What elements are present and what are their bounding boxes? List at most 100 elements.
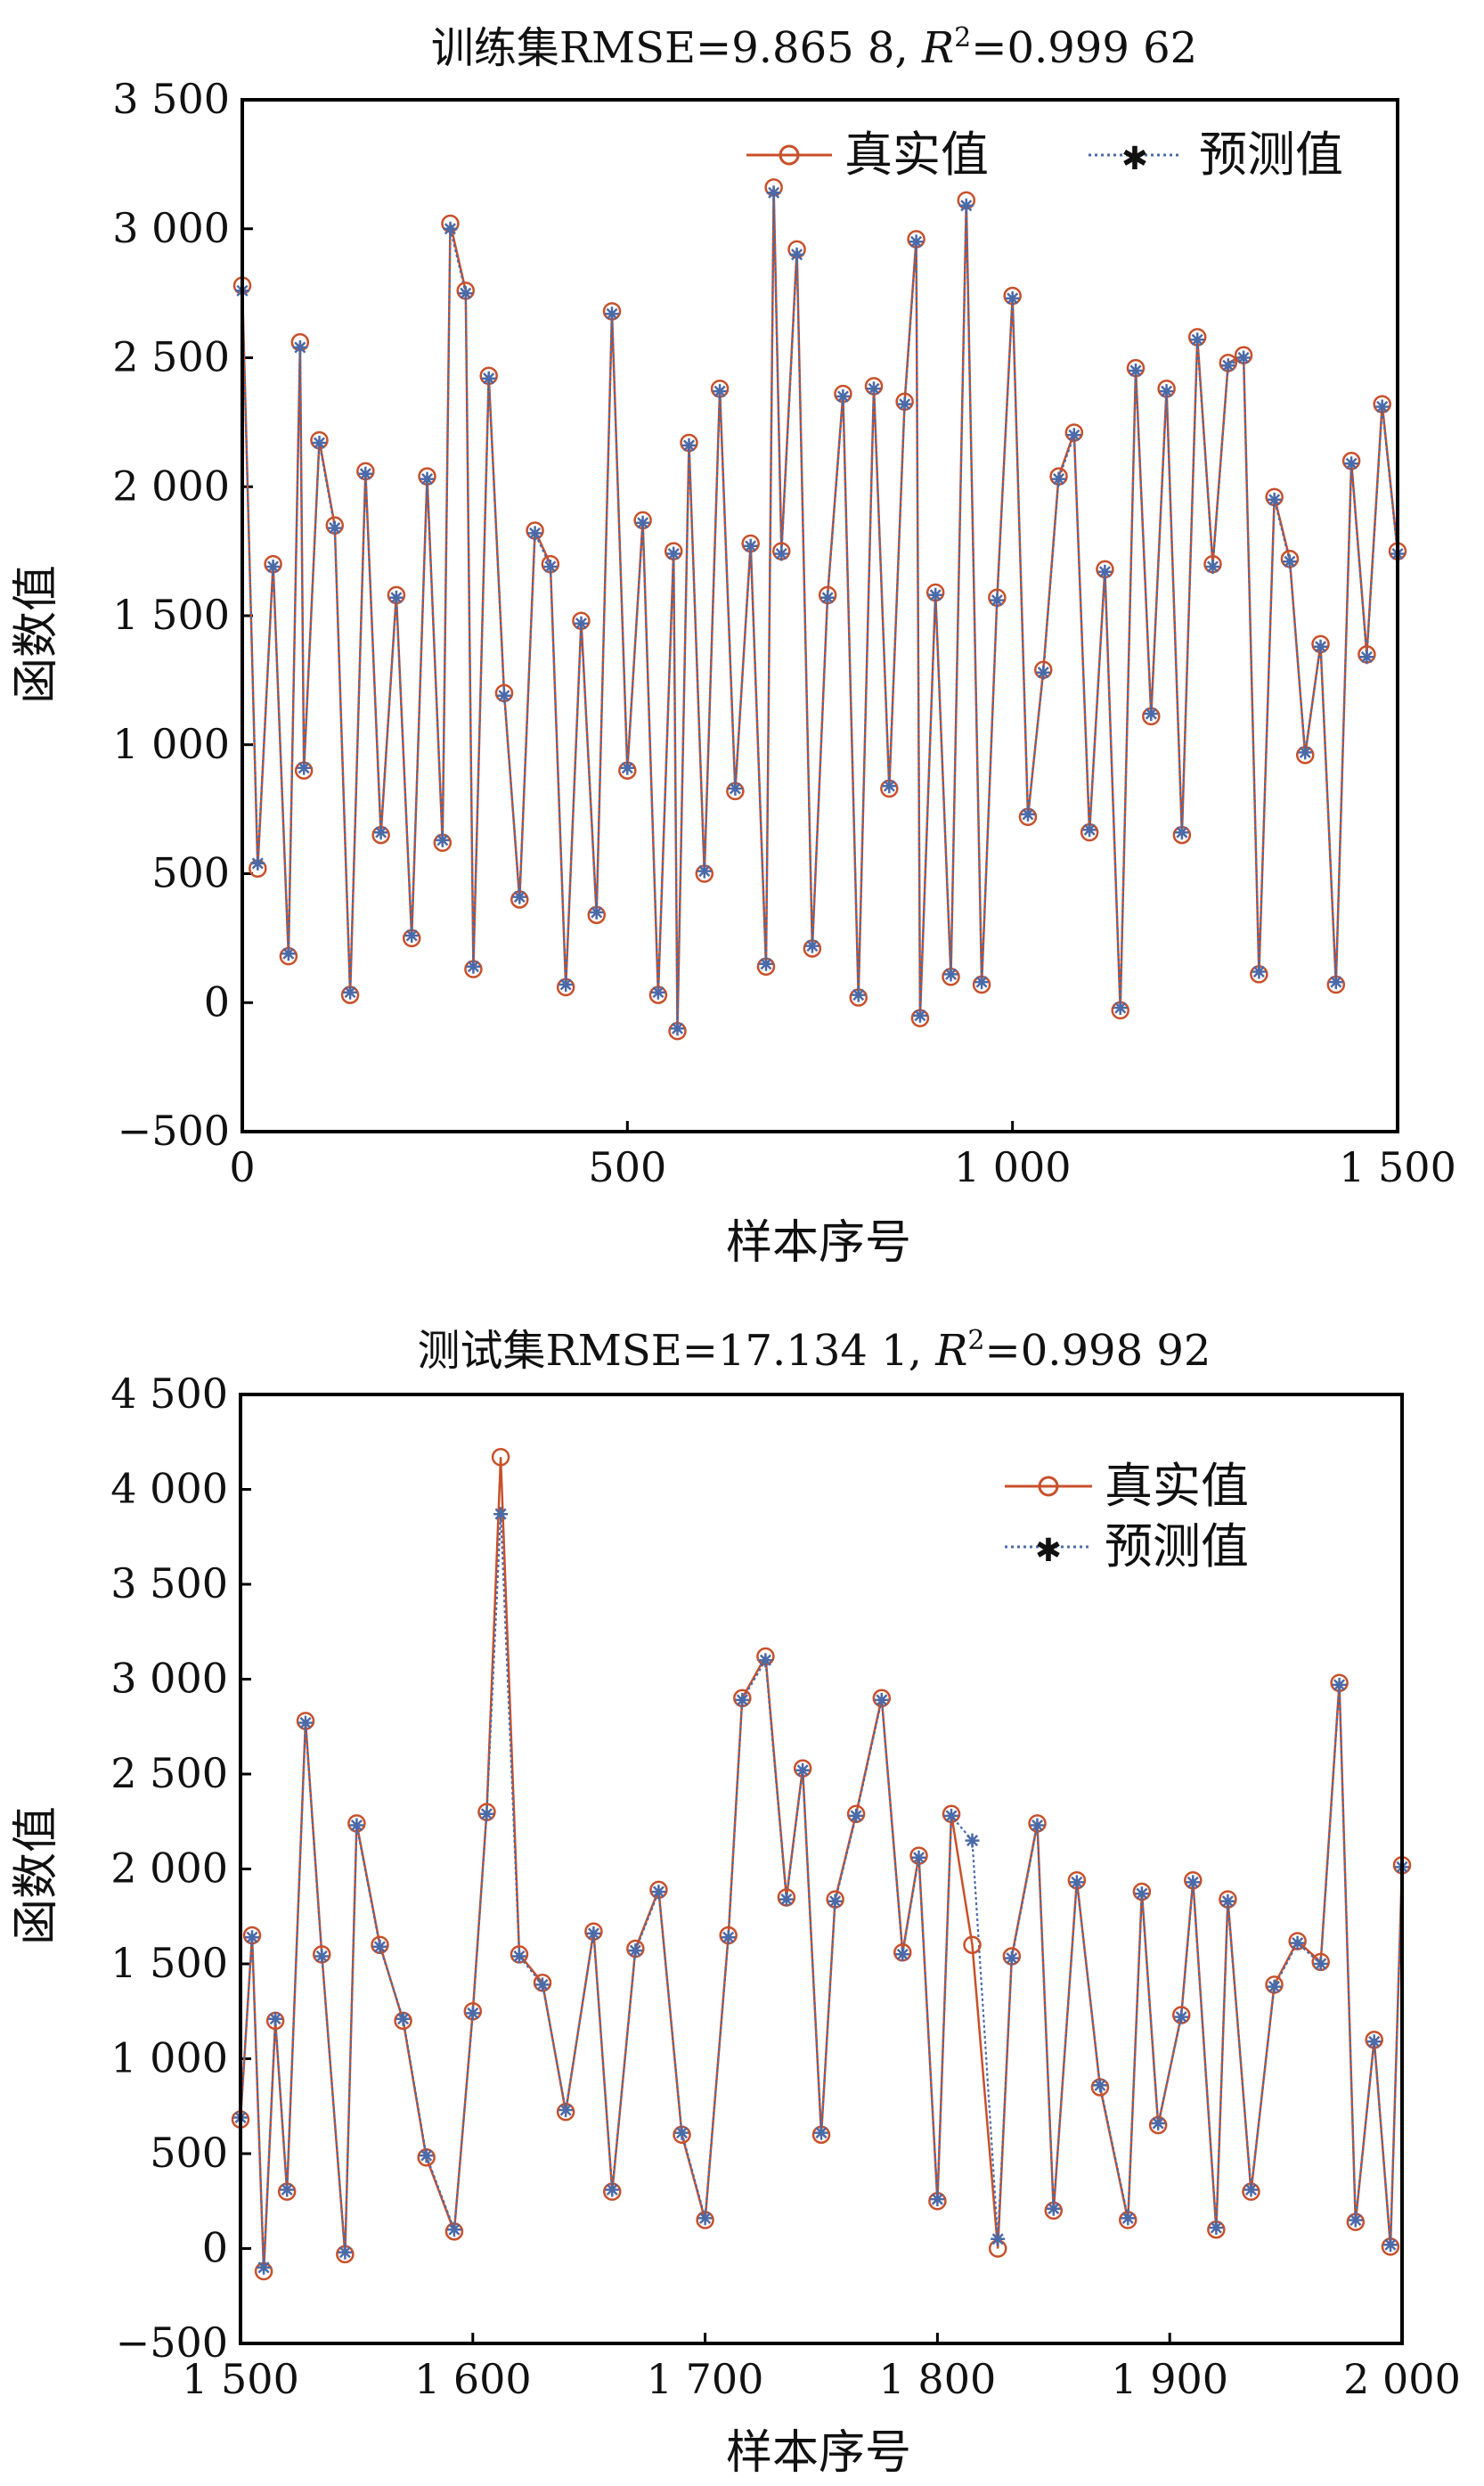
predicted-point: [1209, 2220, 1224, 2236]
predicted-point: [1036, 665, 1051, 680]
predicted-point: [559, 977, 574, 992]
predicted-point: [1220, 358, 1235, 373]
predicted-point: [849, 1808, 864, 1823]
predicted-point: [297, 760, 312, 775]
predicted-point: [1236, 350, 1252, 365]
predicted-point: [512, 1949, 526, 1964]
predicted-point: [1243, 2182, 1259, 2197]
predicted-point: [493, 1507, 509, 1522]
predicted-point: [909, 234, 924, 249]
predicted-point: [759, 956, 773, 971]
predicted-point: [814, 2125, 828, 2140]
x-tick-label: 0: [229, 1143, 255, 1191]
predicted-point: [911, 1850, 926, 1865]
test-chart: 测试集RMSE=17.134 1, R2=0.998 92 函数值 样本序号 −…: [10, 1325, 1461, 2480]
predicted-point: [446, 2222, 461, 2237]
predicted-point: [1144, 707, 1159, 721]
train-legend-actual: 真实值: [746, 127, 989, 183]
y-tick-label: −500: [116, 2318, 228, 2367]
y-tick-label: 500: [151, 849, 230, 897]
predicted-point: [1348, 2212, 1363, 2228]
test-y-axis-label: 函数值: [10, 1806, 63, 1945]
predicted-point: [789, 247, 804, 262]
predicted-point: [435, 832, 450, 847]
x-tick-label: 2 000: [1343, 2355, 1461, 2403]
predicted-point: [1069, 1875, 1084, 1890]
predicted-point: [265, 560, 281, 574]
predicted-point: [795, 1762, 811, 1778]
predicted-point: [1313, 1957, 1328, 1971]
predicted-point: [327, 520, 342, 536]
predicted-point: [897, 397, 912, 412]
predicted-point: [1282, 554, 1297, 569]
predicted-point: [1174, 2009, 1189, 2024]
predicted-point: [535, 1977, 550, 1992]
predicted-point: [1021, 806, 1035, 822]
y-tick-label: 1 500: [112, 591, 230, 639]
test-x-axis-label: 样本序号: [726, 2426, 911, 2480]
predicted-point: [372, 1939, 387, 1954]
predicted-point: [874, 1692, 889, 1707]
predicted-point: [527, 526, 542, 541]
predicted-point: [1290, 1935, 1305, 1950]
predicted-point: [1121, 2211, 1136, 2226]
predicted-point: [651, 1885, 666, 1900]
predicted-point: [292, 339, 307, 355]
predicted-point: [589, 904, 604, 920]
actual-point: [963, 1935, 982, 1954]
y-tick-label: 4 000: [110, 1465, 228, 1513]
y-tick-label: 3 000: [110, 1655, 228, 1703]
y-tick-label: 2 000: [112, 462, 230, 510]
predicted-point: [373, 825, 388, 840]
train-series-lines: [241, 187, 1399, 1032]
y-tick-label: 2 000: [110, 1844, 228, 1893]
predicted-point: [1129, 364, 1143, 378]
predicted-point: [1190, 332, 1205, 348]
predicted-point: [512, 889, 527, 904]
predicted-point: [1205, 560, 1220, 574]
predicted-point: [670, 1021, 685, 1036]
predicted-point: [666, 546, 681, 561]
predicted-point: [343, 985, 358, 1000]
actual-series-line: [241, 187, 1399, 1032]
predicted-point: [388, 590, 404, 605]
predicted-point: [1374, 399, 1390, 414]
predicted-point: [1051, 471, 1066, 487]
y-tick-label: 2 500: [112, 333, 230, 381]
predicted-point: [420, 471, 435, 487]
train-chart: 训练集RMSE=9.865 8, R2=0.999 62 函数值 样本序号 −5…: [10, 22, 1456, 1270]
y-tick-label: 2 500: [110, 1749, 228, 1797]
predicted-point: [1267, 1979, 1282, 1994]
predicted-point: [774, 546, 789, 561]
legend-predicted-label: 预测值: [1105, 1518, 1249, 1574]
predicted-point: [312, 436, 327, 450]
predicted-point: [944, 1808, 958, 1823]
predicted-point: [965, 1833, 980, 1848]
train-y-axis-label: 函数值: [10, 565, 63, 704]
predicted-point: [349, 1818, 364, 1833]
predicted-point: [895, 1947, 910, 1962]
legend-predicted-star-icon: ✱: [1035, 1533, 1062, 1569]
predicted-point: [1151, 2115, 1166, 2130]
predicted-point: [419, 2148, 434, 2163]
x-tick-label: 1 600: [414, 2355, 532, 2403]
predicted-point: [820, 590, 836, 605]
predicted-point: [1366, 2034, 1382, 2049]
predicted-point: [1298, 745, 1313, 760]
predicted-point: [465, 2006, 480, 2021]
x-tick-label: 1 000: [954, 1143, 1072, 1191]
predicted-point: [574, 616, 589, 631]
y-tick-label: 1 000: [112, 720, 230, 768]
predicted-point: [298, 1715, 313, 1730]
predicted-point: [497, 688, 511, 703]
predicted-point: [681, 438, 697, 453]
predicted-point: [758, 1653, 773, 1668]
y-tick-label: 4 500: [110, 1370, 228, 1418]
test-legend-predicted: ✱ 预测值: [1005, 1518, 1249, 1574]
predicted-point: [280, 2182, 295, 2197]
x-tick-label: 1 700: [647, 2355, 764, 2403]
train-plot-frame: [241, 98, 1399, 1133]
predicted-point: [542, 560, 558, 574]
y-tick-label: 1 500: [110, 1939, 228, 1987]
predicted-point: [697, 2211, 713, 2226]
